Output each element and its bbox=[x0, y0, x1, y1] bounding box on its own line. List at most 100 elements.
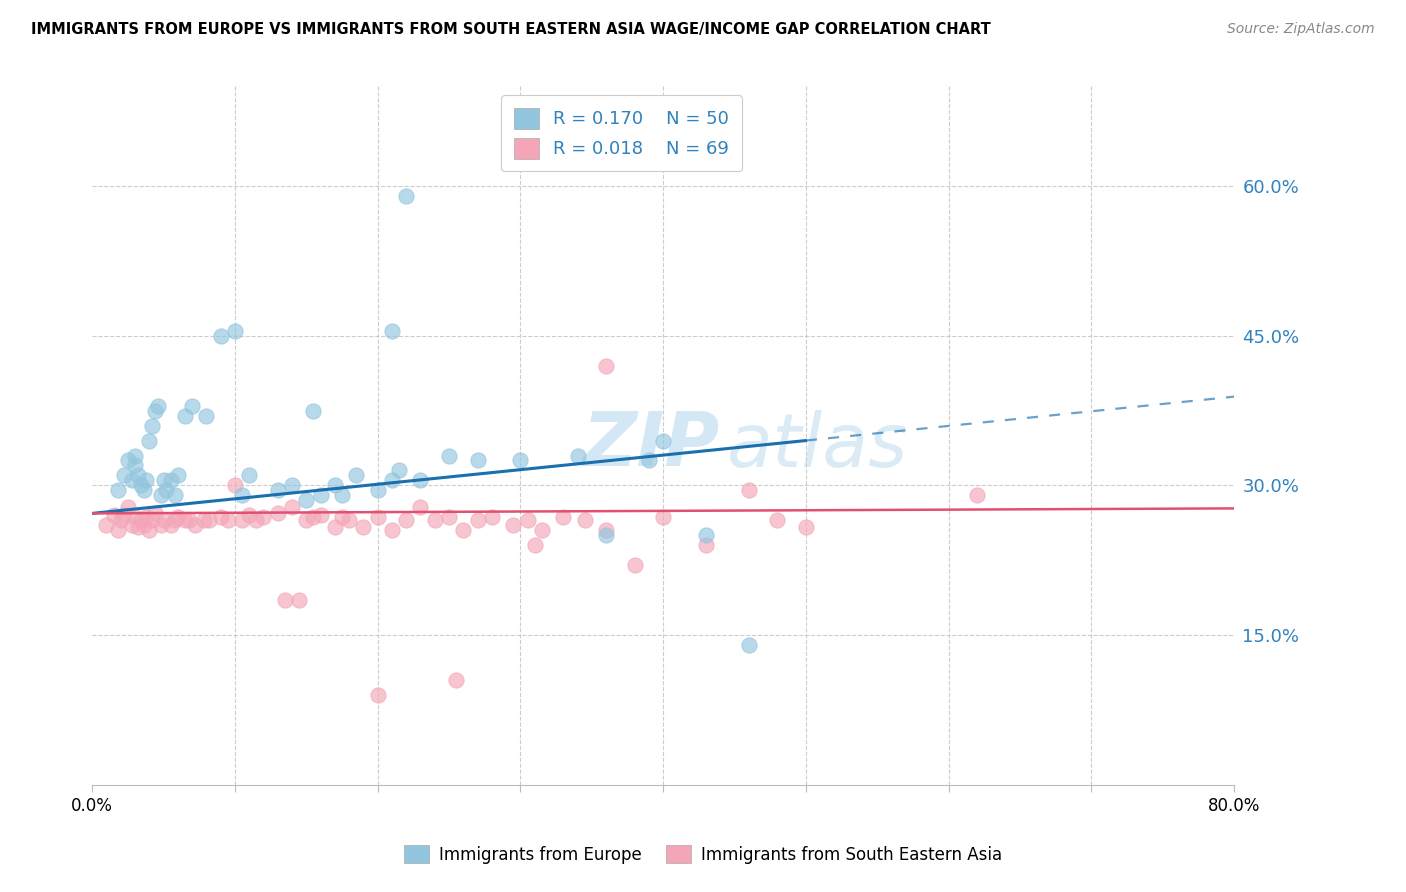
Point bbox=[437, 449, 460, 463]
Point bbox=[766, 513, 789, 527]
Point bbox=[409, 474, 432, 488]
Point bbox=[138, 524, 160, 538]
Point bbox=[595, 524, 617, 538]
Point bbox=[595, 359, 617, 373]
Point bbox=[444, 673, 467, 687]
Point bbox=[323, 520, 346, 534]
Point bbox=[179, 513, 201, 527]
Point bbox=[330, 510, 353, 524]
Point bbox=[295, 513, 318, 527]
Point bbox=[352, 520, 374, 534]
Point bbox=[124, 510, 146, 524]
Point bbox=[110, 513, 132, 527]
Point bbox=[395, 189, 418, 203]
Point bbox=[195, 409, 218, 423]
Point bbox=[181, 399, 204, 413]
Point bbox=[127, 520, 149, 534]
Point bbox=[124, 449, 146, 463]
Point bbox=[209, 328, 232, 343]
Point bbox=[367, 688, 389, 702]
Point bbox=[127, 468, 149, 483]
Point bbox=[323, 478, 346, 492]
Point bbox=[274, 593, 297, 607]
Point bbox=[638, 453, 661, 467]
Legend: Immigrants from Europe, Immigrants from South Eastern Asia: Immigrants from Europe, Immigrants from … bbox=[396, 838, 1010, 871]
Point bbox=[217, 513, 239, 527]
Point bbox=[367, 510, 389, 524]
Point bbox=[152, 474, 174, 488]
Point bbox=[553, 510, 575, 524]
Point bbox=[163, 513, 186, 527]
Point bbox=[267, 483, 290, 498]
Point bbox=[193, 513, 215, 527]
Point bbox=[238, 468, 260, 483]
Point bbox=[121, 474, 143, 488]
Text: Source: ZipAtlas.com: Source: ZipAtlas.com bbox=[1227, 22, 1375, 37]
Point bbox=[149, 518, 172, 533]
Point bbox=[309, 488, 332, 502]
Point bbox=[738, 483, 761, 498]
Text: atlas: atlas bbox=[727, 409, 908, 482]
Point bbox=[381, 324, 404, 338]
Point bbox=[302, 403, 325, 417]
Point bbox=[437, 510, 460, 524]
Point bbox=[174, 409, 197, 423]
Point bbox=[295, 493, 318, 508]
Point bbox=[309, 508, 332, 523]
Point bbox=[252, 510, 274, 524]
Point bbox=[174, 513, 197, 527]
Point bbox=[423, 513, 446, 527]
Y-axis label: Wage/Income Gap: Wage/Income Gap bbox=[0, 359, 8, 511]
Point bbox=[695, 538, 717, 552]
Point bbox=[149, 488, 172, 502]
Point bbox=[112, 508, 135, 523]
Point bbox=[135, 474, 157, 488]
Point bbox=[117, 500, 139, 515]
Point bbox=[117, 453, 139, 467]
Point bbox=[231, 488, 253, 502]
Point bbox=[623, 558, 645, 573]
Point bbox=[467, 453, 489, 467]
Point bbox=[794, 520, 817, 534]
Point bbox=[184, 518, 207, 533]
Point bbox=[107, 483, 129, 498]
Point bbox=[159, 474, 181, 488]
Point bbox=[143, 403, 166, 417]
Point bbox=[159, 518, 181, 533]
Point bbox=[129, 513, 152, 527]
Point bbox=[135, 510, 157, 524]
Point bbox=[337, 513, 360, 527]
Point bbox=[224, 478, 246, 492]
Point bbox=[96, 518, 118, 533]
Point bbox=[152, 513, 174, 527]
Point bbox=[132, 518, 155, 533]
Point bbox=[107, 524, 129, 538]
Point bbox=[166, 468, 188, 483]
Point bbox=[141, 418, 163, 433]
Point bbox=[530, 524, 553, 538]
Point bbox=[209, 510, 232, 524]
Point bbox=[166, 510, 188, 524]
Point bbox=[103, 508, 125, 523]
Point bbox=[567, 449, 589, 463]
Point bbox=[481, 510, 503, 524]
Point bbox=[502, 518, 524, 533]
Point bbox=[163, 488, 186, 502]
Point bbox=[141, 513, 163, 527]
Point bbox=[245, 513, 267, 527]
Point bbox=[330, 488, 353, 502]
Point bbox=[231, 513, 253, 527]
Point bbox=[146, 399, 169, 413]
Point bbox=[143, 507, 166, 521]
Point bbox=[467, 513, 489, 527]
Point bbox=[652, 510, 675, 524]
Point bbox=[224, 324, 246, 338]
Point bbox=[138, 434, 160, 448]
Point bbox=[112, 468, 135, 483]
Point bbox=[381, 524, 404, 538]
Point bbox=[595, 528, 617, 542]
Point bbox=[267, 507, 290, 521]
Legend: R = 0.170    N = 50, R = 0.018    N = 69: R = 0.170 N = 50, R = 0.018 N = 69 bbox=[501, 95, 742, 171]
Point bbox=[121, 518, 143, 533]
Point bbox=[367, 483, 389, 498]
